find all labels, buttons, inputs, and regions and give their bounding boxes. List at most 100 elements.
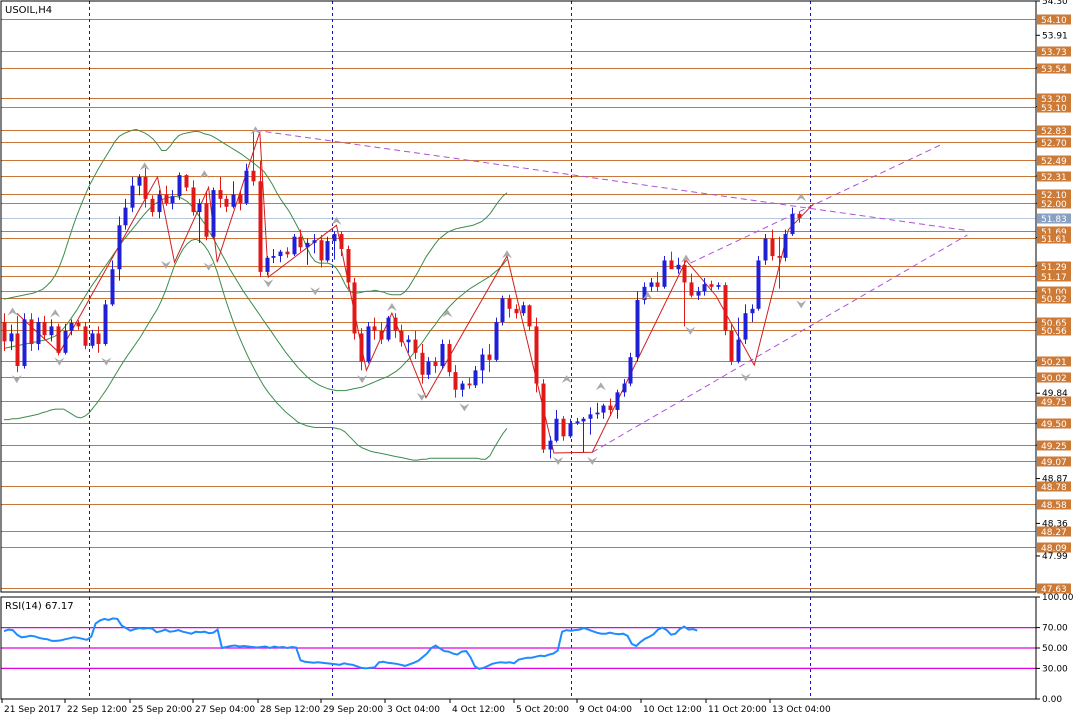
fractal-down-marker: [54, 357, 65, 366]
candle-body: [628, 357, 633, 384]
candle-body: [426, 361, 431, 375]
level-price-tag-label: 52.10: [1041, 191, 1067, 201]
candle-body: [521, 305, 526, 314]
level-price-tag-label: 52.31: [1041, 173, 1067, 183]
level-price-tag: [1037, 125, 1071, 136]
candle-body: [541, 383, 546, 450]
candle-body: [184, 175, 189, 188]
level-price-tag: [1037, 102, 1071, 113]
candle-body: [622, 383, 627, 393]
level-price-tag: [1037, 198, 1071, 209]
level-price-tag: [1037, 14, 1071, 25]
candle-body: [224, 198, 229, 207]
candle-body: [797, 213, 802, 219]
main-pane-border: [0, 0, 1037, 593]
candle-body: [750, 308, 755, 314]
level-price-tag-label: 52.83: [1041, 127, 1067, 137]
fractal-up-marker: [442, 309, 453, 318]
candle-body: [763, 238, 768, 261]
candle-body: [689, 282, 694, 296]
candle-body: [494, 322, 499, 360]
rsi-axis-label: 0.00: [1042, 695, 1062, 705]
level-price-tag: [1037, 542, 1071, 553]
level-price-tag-label: 53.73: [1041, 48, 1067, 58]
candle-body: [110, 269, 115, 305]
level-price-tag-label: 48.09: [1041, 544, 1067, 554]
level-price-tag: [1037, 481, 1071, 492]
price-axis-label: 48.36: [1042, 519, 1068, 529]
rsi-axis-label: 50.00: [1042, 644, 1068, 654]
candle-body: [534, 326, 539, 384]
candle-body: [191, 187, 196, 213]
symbol-label: USOIL,H4: [5, 5, 52, 16]
level-price-tag: [1037, 293, 1071, 304]
fractal-down-marker: [416, 392, 427, 401]
time-axis-label: 3 Oct 04:00: [387, 705, 440, 715]
candle-body: [359, 333, 364, 362]
fractal-up-marker: [681, 254, 692, 263]
candle-body: [164, 194, 169, 204]
zigzag-line: [16, 131, 815, 454]
time-axis-label: 10 Oct 12:00: [643, 705, 702, 715]
candle-body: [218, 190, 223, 199]
candle-body: [339, 234, 344, 250]
level-price-tag: [1037, 233, 1071, 244]
candle-body: [332, 234, 337, 242]
fractal-up-marker: [7, 307, 18, 316]
fractal-up-marker: [331, 216, 342, 225]
candle-body: [49, 326, 54, 336]
level-price-tag: [1037, 356, 1071, 367]
level-price-tag: [1037, 189, 1071, 200]
candle-body: [69, 322, 74, 331]
candle-body: [460, 383, 465, 390]
candle-body: [22, 319, 27, 366]
level-price-tag-label: 49.50: [1041, 420, 1067, 430]
candle-body: [393, 317, 398, 331]
level-price-tag: [1037, 271, 1071, 282]
level-price-tag: [1037, 63, 1071, 74]
price-axis-label: 54.30: [1042, 0, 1068, 7]
candle-body: [130, 185, 135, 208]
candle-body: [743, 313, 748, 340]
fractal-down-marker: [357, 375, 368, 384]
candle-body: [157, 194, 162, 213]
current-price-tag-label: 51.83: [1041, 215, 1067, 225]
candle-body: [473, 370, 478, 386]
candle-body: [366, 326, 371, 362]
candle-body: [453, 372, 458, 390]
time-axis-label: 13 Oct 04:00: [772, 705, 831, 715]
candle-body: [702, 284, 707, 292]
candle-body: [319, 240, 324, 261]
level-price-tag-label: 53.20: [1041, 95, 1067, 105]
level-price-tag-label: 50.21: [1041, 358, 1067, 368]
level-price-tag: [1037, 155, 1071, 166]
candle-body: [231, 194, 236, 207]
time-axis-label: 29 Sep 20:00: [323, 705, 383, 715]
level-price-tag: [1037, 93, 1071, 104]
fractal-down-marker: [310, 287, 321, 296]
fractal-down-marker: [101, 357, 112, 366]
candle-body: [676, 264, 681, 270]
candle-body: [204, 203, 209, 237]
time-axis-label: 11 Oct 20:00: [708, 705, 767, 715]
time-axis-label: 4 Oct 12:00: [452, 705, 505, 715]
candle-body: [42, 322, 47, 336]
level-price-tag-label: 49.07: [1041, 458, 1067, 468]
candle-body: [406, 339, 411, 343]
candle-body: [56, 326, 61, 353]
candle-body: [601, 405, 606, 413]
level-price-tag: [1037, 499, 1071, 510]
candle-body: [177, 175, 182, 197]
level-price-tag: [1037, 526, 1071, 537]
rsi-axis-label: 70.00: [1042, 624, 1068, 634]
level-price-tag-label: 50.56: [1041, 327, 1067, 337]
candle-body: [63, 330, 68, 353]
price-axis-label: 49.84: [1042, 389, 1068, 399]
candle-body: [278, 251, 283, 257]
candle-body: [143, 176, 148, 199]
level-price-tag: [1037, 226, 1071, 237]
candle-body: [736, 339, 741, 362]
level-price-tag-label: 50.65: [1041, 319, 1067, 329]
